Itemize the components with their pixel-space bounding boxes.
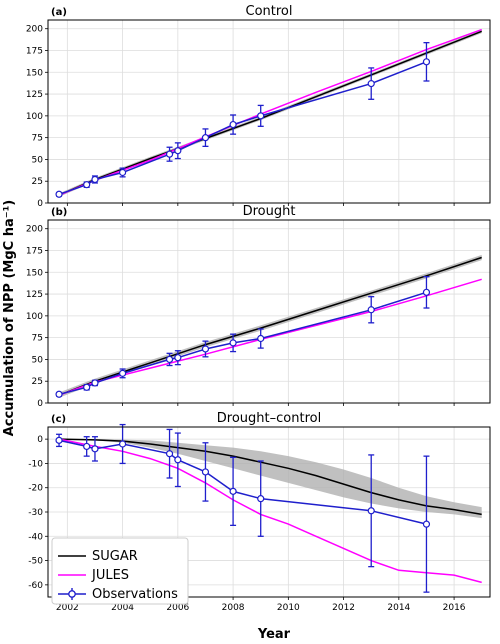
y-tick-label: 200 — [26, 225, 43, 235]
y-tick-label: -20 — [28, 484, 43, 494]
data-point-observations — [55, 190, 63, 198]
y-tick-label: 0 — [37, 399, 43, 409]
data-point-observations — [83, 181, 91, 189]
y-tick-label: -40 — [28, 532, 43, 542]
y-tick-label: 50 — [32, 355, 44, 365]
y-tick-label: -30 — [28, 508, 43, 518]
panel-title: Control — [246, 4, 293, 19]
y-tick-label: -10 — [28, 459, 43, 469]
x-axis-label: Year — [257, 627, 291, 642]
panel-label: (b) — [51, 207, 67, 218]
data-point-observations — [91, 379, 99, 387]
series-band-sugar — [59, 439, 482, 519]
y-tick-label: 50 — [32, 155, 44, 165]
x-tick-label: 2002 — [56, 603, 79, 613]
y-tick-label: 75 — [32, 134, 43, 144]
data-point-observations — [118, 369, 127, 377]
y-tick-label: 100 — [26, 312, 43, 322]
data-point-observations — [257, 112, 265, 120]
y-tick-label: 150 — [26, 268, 43, 278]
y-tick-label: 100 — [26, 112, 43, 122]
data-point-observations — [91, 175, 99, 184]
y-tick-label: 175 — [26, 247, 43, 257]
y-tick-label: 0 — [37, 199, 43, 209]
y-tick-label: 125 — [26, 90, 43, 100]
series-line-jules — [58, 438, 482, 584]
legend-box — [51, 537, 189, 605]
data-point-observations — [201, 468, 210, 476]
plot-frame — [47, 19, 491, 204]
y-tick-label: 75 — [32, 334, 43, 344]
data-point-observations — [55, 390, 63, 398]
x-tick-label: 2004 — [111, 603, 134, 613]
data-point-observations — [55, 436, 63, 444]
y-tick-label: 0 — [37, 435, 43, 445]
data-point-observations — [422, 288, 431, 296]
data-point-observations — [91, 445, 99, 453]
panel-label: (a) — [51, 7, 67, 18]
x-tick-label: 2010 — [277, 603, 300, 613]
data-point-observations — [165, 450, 174, 458]
data-point-observations — [367, 306, 375, 314]
data-point-observations — [201, 345, 210, 353]
data-point-observations — [229, 487, 237, 495]
x-tick-label: 2008 — [222, 603, 245, 613]
data-point-observations — [118, 440, 127, 448]
series-band-sugar — [59, 254, 482, 398]
legend-label-sugar: SUGAR — [92, 549, 138, 564]
data-point-observations — [257, 495, 265, 503]
legend-label-observations: Observations — [92, 587, 178, 602]
data-point-observations — [165, 355, 174, 364]
y-tick-label: -50 — [28, 557, 43, 567]
series-line-sugar — [59, 438, 482, 516]
legend-label-jules: JULES — [91, 568, 129, 583]
x-tick-label: 2006 — [166, 603, 189, 613]
data-point-observations — [83, 442, 91, 451]
panel-3: 0 -10 -20 -30 -40 -50 -60 2002 2004 2006 2008 2010 2… — [28, 411, 491, 613]
legend: SUGAR JULES Observations — [51, 537, 189, 605]
data-point-observations — [201, 134, 210, 142]
data-point-observations — [367, 507, 375, 515]
data-point-observations — [257, 334, 265, 343]
data-point-observations — [229, 120, 237, 129]
x-tick-label: 2012 — [332, 603, 355, 613]
data-point-observations — [118, 168, 127, 177]
y-tick-label: 175 — [26, 47, 43, 57]
panels: 0 25 50 75 100 125 150 175 200 (a) Control 0 25 50 75 1… — [26, 4, 491, 613]
data-point-observations — [367, 80, 375, 88]
series-line-sugar — [58, 256, 482, 396]
y-tick-label: 125 — [26, 290, 43, 300]
y-tick-label: 25 — [32, 377, 43, 387]
panel-2: 0 25 50 75 100 125 150 175 200 (b) Drought — [26, 204, 491, 409]
y-tick-label: -60 — [28, 581, 43, 591]
panel-label: (c) — [51, 414, 66, 425]
panel-title: Drought–control — [217, 411, 321, 426]
data-point-observations — [83, 383, 91, 391]
data-point-observations — [165, 150, 174, 158]
data-point-observations — [174, 354, 182, 362]
x-tick-label: 2014 — [387, 603, 410, 613]
plot-frame — [47, 426, 491, 598]
y-tick-label: 25 — [32, 177, 43, 187]
data-point-observations — [422, 520, 431, 528]
data-point-observations — [229, 339, 237, 347]
data-point-observations — [174, 456, 182, 464]
data-point-observations — [422, 58, 431, 66]
y-tick-label: 200 — [26, 25, 43, 35]
legend-swatch-observations-marker — [68, 590, 76, 598]
panel-title: Drought — [243, 204, 296, 219]
y-tick-label: 150 — [26, 68, 43, 78]
plot-frame — [47, 219, 491, 404]
y-axis-label: Accumulation of NPP (MgC ha⁻¹) — [2, 200, 17, 437]
panel-1: 0 25 50 75 100 125 150 175 200 (a) Control — [26, 4, 491, 209]
x-tick-label: 2016 — [443, 603, 466, 613]
data-point-observations — [174, 147, 182, 155]
